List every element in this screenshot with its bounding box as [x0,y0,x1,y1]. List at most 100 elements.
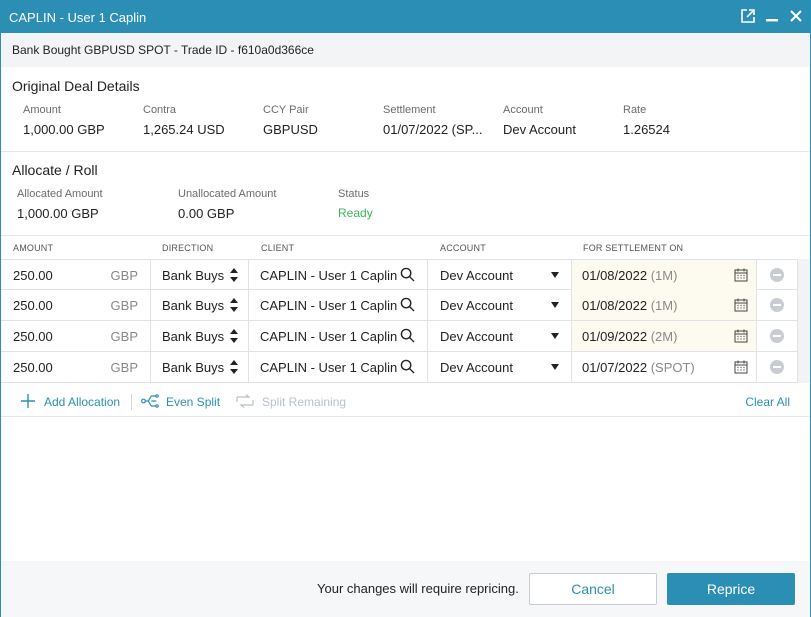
add-allocation-button[interactable]: Add Allocation [21,394,120,409]
field-label: Contra [143,104,177,116]
remove-row-icon [770,268,784,282]
tenor-value: (2M) [650,329,678,344]
client-search-input[interactable]: CAPLIN - User 1 Caplin [249,290,428,320]
dropdown-caret-icon [551,364,559,370]
title-bar: CAPLIN - User 1 Caplin [1,1,810,33]
calendar-icon[interactable] [734,268,748,282]
grid-header: AMOUNT DIRECTION CLIENT ACCOUNT FOR SETT… [1,238,810,258]
settlement-date: 01/08/2022 (1M) [582,298,677,313]
column-header-amount: AMOUNT [13,243,54,253]
even-split-button[interactable]: Even Split [141,394,221,409]
direction-value: Bank Buys [162,360,225,375]
calendar-icon[interactable] [734,329,748,343]
field-label: Settlement [383,104,436,116]
direction-value: Bank Buys [162,298,225,313]
split-remaining-button[interactable]: Split Remaining [236,394,346,409]
account-select[interactable]: Dev Account [428,321,572,351]
client-value: CAPLIN - User 1 Caplin [260,298,398,313]
search-icon[interactable] [400,359,415,374]
amount-value: 250.00 [13,268,53,283]
allocation-status: Status Ready [338,188,373,220]
settlement-date-input[interactable]: 01/09/2022 (2M) [572,321,757,351]
account-value: Dev Account [440,298,513,313]
trade-heading: Bank Bought GBPUSD SPOT - Trade ID - f61… [12,43,314,57]
original-deal-title: Original Deal Details [12,78,140,94]
account-select[interactable]: Dev Account [428,352,572,382]
minimize-icon[interactable] [764,8,780,24]
allocation-actions-bar: Add Allocation Even Split Split Remainin… [1,385,810,417]
direction-select[interactable]: Bank Buys [151,260,249,290]
table-row: 250.00 GBP Bank Buys CAPLIN - User 1 Cap… [1,321,798,352]
divider [1,235,810,236]
even-split-label: Even Split [166,395,221,409]
field-value: 01/07/2022 (SP... [383,122,483,137]
field-value: 1,000.00 GBP [23,122,105,137]
remove-row-button[interactable] [757,352,798,382]
remove-row-button[interactable] [757,260,798,290]
search-icon[interactable] [400,297,415,312]
direction-value: Bank Buys [162,268,225,283]
client-search-input[interactable]: CAPLIN - User 1 Caplin [249,260,428,290]
client-search-input[interactable]: CAPLIN - User 1 Caplin [249,352,428,382]
account-select[interactable]: Dev Account [428,260,572,290]
amount-input[interactable]: 250.00 GBP [1,352,151,382]
client-value: CAPLIN - User 1 Caplin [260,268,398,283]
calendar-icon[interactable] [734,298,748,312]
popout-icon[interactable] [740,8,756,24]
clear-all-button[interactable]: Clear All [745,395,790,409]
amount-value: 250.00 [13,360,53,375]
date-value: 01/07/2022 [582,360,648,375]
remove-row-button[interactable] [757,290,798,320]
field-value: 1.26524 [623,122,670,137]
calendar-icon[interactable] [734,360,748,374]
allocation-grid: 250.00 GBP Bank Buys CAPLIN - User 1 Cap… [1,259,798,383]
field-label: Unallocated Amount [178,188,277,200]
sort-updown-icon [230,360,238,374]
repricing-message: Your changes will require repricing. [317,581,519,596]
remove-row-button[interactable] [757,321,798,351]
client-search-input[interactable]: CAPLIN - User 1 Caplin [249,321,428,351]
sort-updown-icon [230,329,238,343]
status-badge: Ready [338,206,373,220]
close-icon[interactable] [788,8,804,24]
grid-scrollbar[interactable] [798,259,810,383]
trade-heading-bar: Bank Bought GBPUSD SPOT - Trade ID - f61… [1,33,810,67]
account-value: Dev Account [440,329,513,344]
tenor-value: (SPOT) [650,360,695,375]
amount-currency: GBP [110,268,138,283]
settlement-date-input[interactable]: 01/08/2022 (1M) [572,260,757,290]
amount-input[interactable]: 250.00 GBP [1,290,151,320]
plus-icon [21,394,35,408]
settlement-date: 01/08/2022 (1M) [582,268,677,283]
original-rate: Rate 1.26524 [623,104,670,137]
original-ccy-pair: CCY Pair GBPUSD [263,104,318,137]
remove-row-icon [770,298,784,312]
original-contra: Contra 1,265.24 USD [143,104,225,137]
original-amount: Amount 1,000.00 GBP [23,104,105,137]
sort-updown-icon [230,268,238,282]
amount-input[interactable]: 250.00 GBP [1,260,151,290]
search-icon[interactable] [400,267,415,282]
search-icon[interactable] [400,328,415,343]
direction-select[interactable]: Bank Buys [151,352,249,382]
account-value: Dev Account [440,268,513,283]
direction-select[interactable]: Bank Buys [151,321,249,351]
dropdown-caret-icon [551,272,559,278]
account-select[interactable]: Dev Account [428,290,572,320]
settlement-date-input[interactable]: 01/08/2022 (1M) [572,290,757,320]
amount-currency: GBP [110,329,138,344]
cancel-button[interactable]: Cancel [529,573,657,605]
even-split-icon [141,394,159,408]
dialog-footer: Your changes will require repricing. Can… [1,561,810,617]
settlement-date-input[interactable]: 01/07/2022 (SPOT) [572,352,757,382]
field-label: CCY Pair [263,104,309,116]
field-label: Amount [23,104,61,116]
reprice-button[interactable]: Reprice [667,573,795,605]
split-remaining-icon [236,394,254,408]
clear-all-label: Clear All [745,395,790,409]
dropdown-caret-icon [551,302,559,308]
amount-input[interactable]: 250.00 GBP [1,321,151,351]
direction-select[interactable]: Bank Buys [151,290,249,320]
field-label: Allocated Amount [17,188,103,200]
column-header-settlement: FOR SETTLEMENT ON [583,243,684,253]
